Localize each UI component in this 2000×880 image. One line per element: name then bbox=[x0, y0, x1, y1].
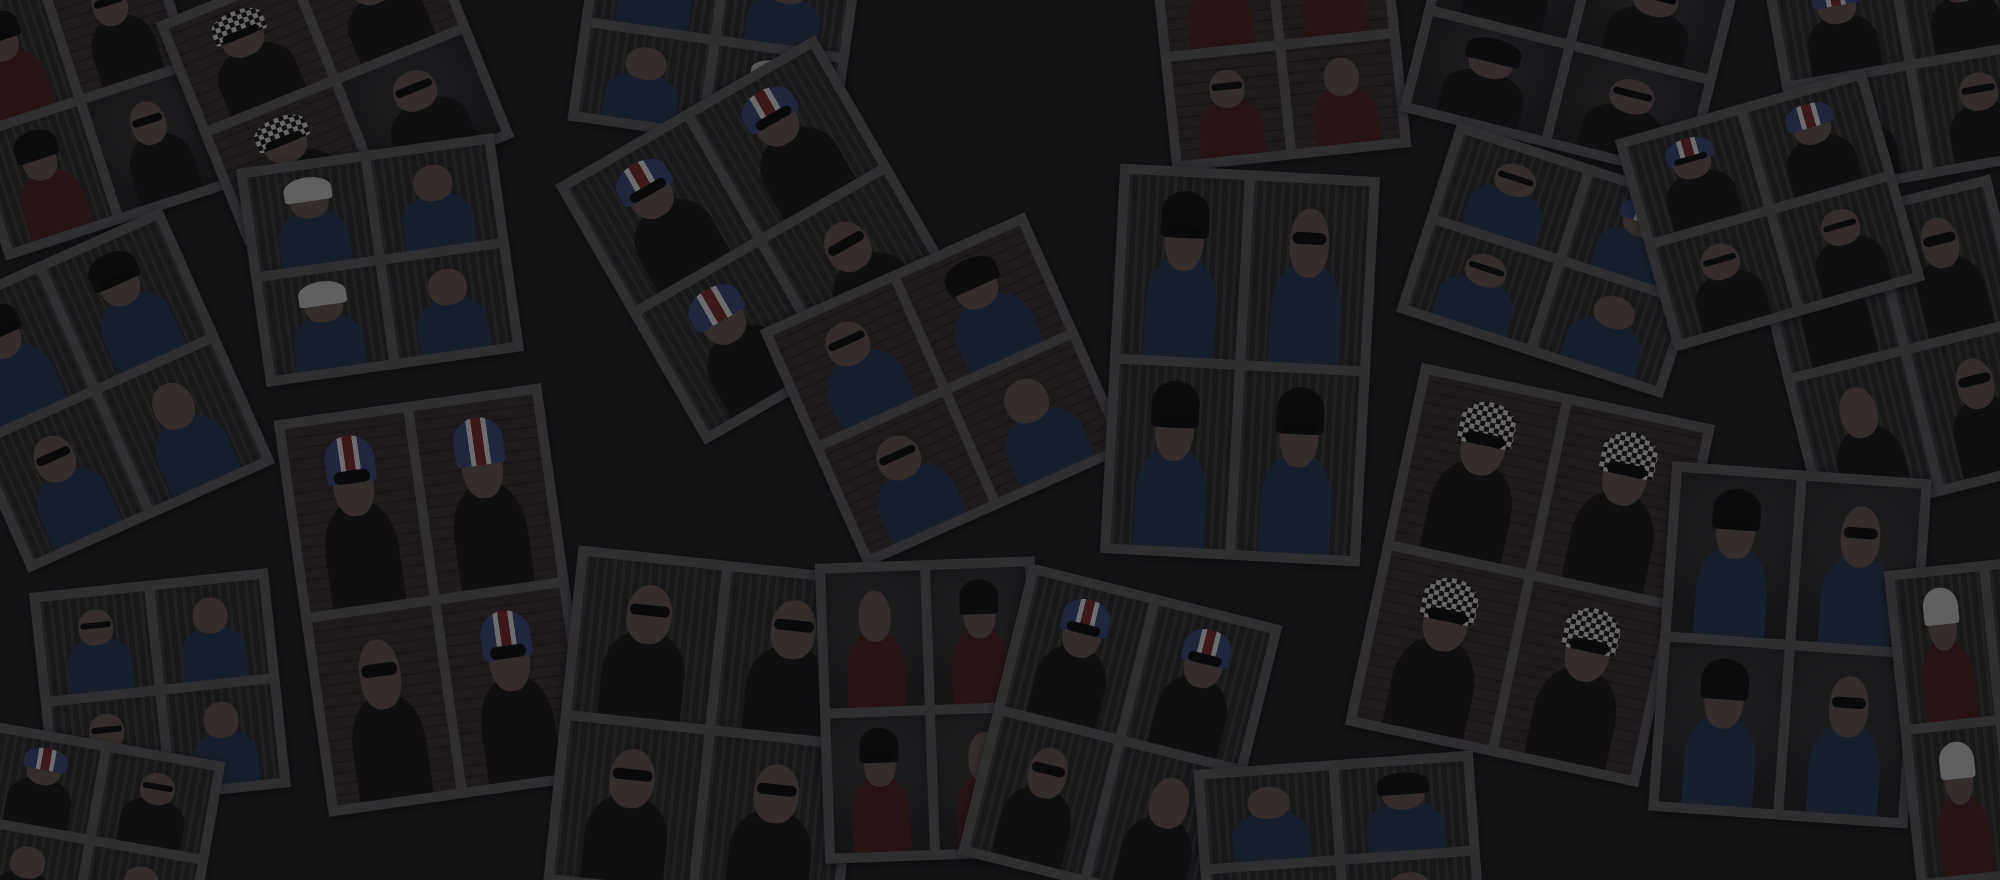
photo-frame bbox=[40, 591, 155, 697]
photo-frame bbox=[1776, 181, 1913, 305]
photo-frame bbox=[1747, 80, 1884, 204]
photo-frame bbox=[1411, 15, 1564, 136]
photo-frame bbox=[247, 161, 375, 272]
photo-frame bbox=[1783, 650, 1910, 818]
photo-frame bbox=[79, 845, 198, 880]
photo-frame bbox=[311, 605, 457, 806]
photo-frame bbox=[554, 720, 705, 880]
photo-frame bbox=[1658, 641, 1785, 810]
photo-frame bbox=[1915, 49, 2000, 168]
photo-frame bbox=[385, 248, 513, 359]
photo-frame bbox=[1159, 0, 1275, 52]
photo-frame bbox=[1773, 0, 1905, 81]
photo-strip bbox=[1883, 550, 2000, 880]
photo-frame bbox=[591, 0, 723, 35]
photo-frame bbox=[1345, 855, 1476, 880]
photo-frame bbox=[720, 0, 852, 53]
photo-frame bbox=[969, 715, 1114, 875]
photo-frame bbox=[825, 570, 925, 709]
photo-frame bbox=[413, 394, 559, 595]
photo-frame bbox=[1245, 180, 1370, 367]
photo-strip bbox=[1648, 461, 1932, 829]
photo-frame bbox=[261, 265, 389, 376]
photo-frame bbox=[95, 752, 214, 855]
photo-frame bbox=[1911, 725, 2000, 879]
photo-frame bbox=[830, 715, 930, 854]
photo-frame bbox=[1126, 605, 1271, 765]
photo-frame bbox=[1394, 374, 1562, 570]
photo-frame bbox=[1896, 0, 2000, 60]
photo-frame bbox=[1894, 571, 1995, 725]
photo-frame bbox=[1120, 173, 1245, 360]
photo-frame bbox=[371, 144, 499, 255]
photo-frame bbox=[1110, 363, 1235, 550]
photo-frame bbox=[0, 732, 101, 835]
photo-strip bbox=[1193, 750, 1487, 880]
photo-strip bbox=[1148, 0, 1412, 172]
photo-frame bbox=[0, 825, 85, 880]
photo-strip bbox=[273, 383, 597, 817]
photo-frame bbox=[1356, 550, 1525, 746]
photo-strip bbox=[235, 132, 525, 388]
photo-frame bbox=[1004, 575, 1150, 734]
photo-frame bbox=[571, 556, 722, 725]
photo-frame bbox=[1210, 865, 1342, 880]
photo-frame bbox=[1273, 0, 1389, 40]
photo-frame bbox=[1285, 38, 1401, 149]
photo-frame bbox=[1670, 472, 1797, 640]
photo-strip bbox=[1099, 163, 1381, 567]
photo-frame bbox=[1235, 370, 1360, 557]
photo-frame bbox=[1627, 115, 1764, 239]
photo-frame bbox=[284, 412, 430, 613]
photo-frame bbox=[1171, 50, 1287, 161]
photo-strip bbox=[0, 207, 276, 573]
photo-frame bbox=[154, 579, 269, 685]
photo-frame bbox=[1204, 770, 1335, 865]
photo-frame bbox=[1498, 580, 1666, 776]
photo-frame bbox=[1338, 761, 1470, 855]
photo-frame bbox=[1656, 216, 1793, 340]
